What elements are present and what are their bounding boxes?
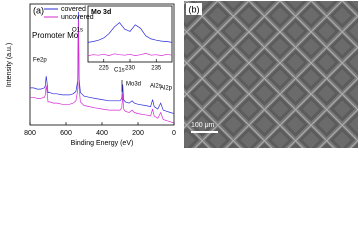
annotation: O1s <box>72 28 83 34</box>
series-line <box>30 11 175 114</box>
series-line <box>87 53 173 56</box>
x-tick-label: 400 <box>96 130 108 137</box>
annotation: Al2p <box>160 86 173 92</box>
x-axis-label: Binding Energy (eV) <box>71 140 134 147</box>
panel-label: (a) <box>33 5 44 15</box>
x-tick-label: 600 <box>60 130 72 137</box>
x-tick-label: 200 <box>132 130 144 137</box>
series-line <box>30 19 175 124</box>
annotation: Promoter Mo <box>32 31 79 40</box>
figure: (b) 100 μm (a) Binding Energy (eV) Inten… <box>6 1 358 148</box>
inset-title: Mo 3d <box>91 9 111 16</box>
legend-label: covered <box>61 6 86 13</box>
panel-label: (b) <box>189 4 200 14</box>
scale-bar-label: 100 μm <box>191 122 215 129</box>
x-tick-label: 235 <box>151 66 162 72</box>
y-axis-label: Intensity (a.u.) <box>6 43 13 87</box>
xps-chart: (a) Binding Energy (eV) Intensity (a.u.) <box>6 3 175 147</box>
x-tick-label: 0 <box>172 130 176 137</box>
plot-frame <box>29 3 175 126</box>
legend-label: uncovered <box>61 14 94 21</box>
annotation: Fe2p <box>33 58 47 64</box>
panel-label-box <box>186 3 202 15</box>
x-tick-label: 230 <box>125 66 136 72</box>
x-tick-label: 225 <box>99 66 110 72</box>
sem-image: (b) 100 μm <box>184 1 358 148</box>
sem-texture <box>184 1 358 148</box>
annotation: Al2s <box>150 84 162 90</box>
annotation: C1s <box>114 68 125 74</box>
annotation: Mo3d <box>126 82 141 88</box>
series-line <box>87 22 173 43</box>
x-tick-label: 800 <box>24 130 36 137</box>
